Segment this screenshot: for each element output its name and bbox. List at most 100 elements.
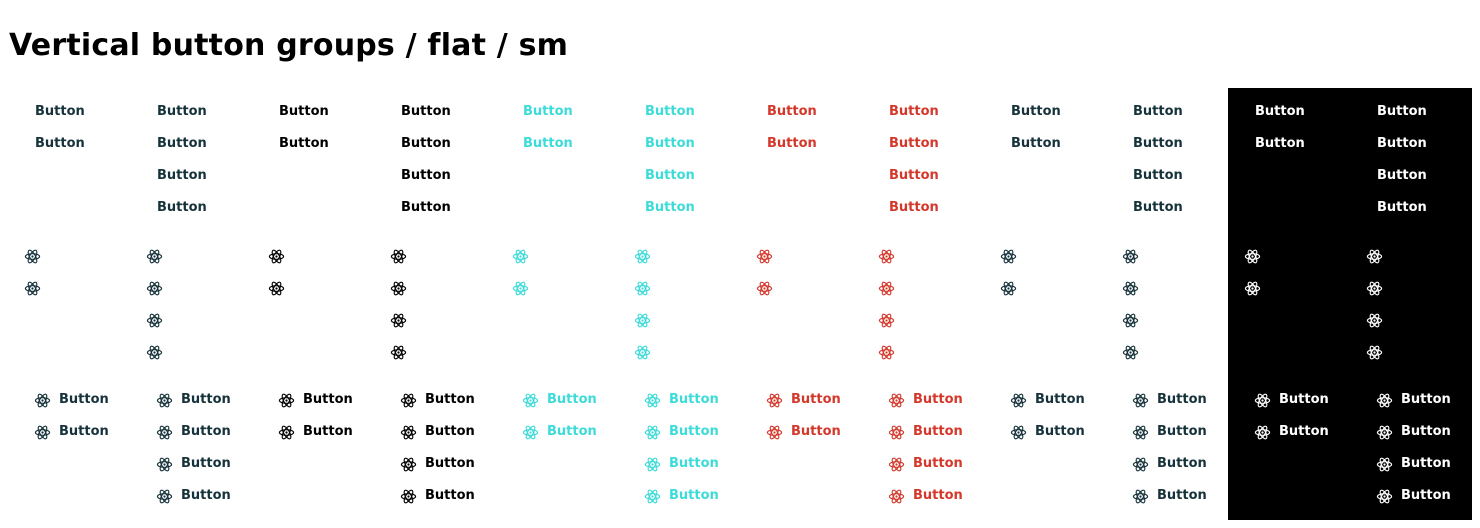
- group-button[interactable]: Button: [1244, 416, 1329, 448]
- group-button[interactable]: Button: [401, 128, 451, 160]
- group-button[interactable]: Button: [1366, 480, 1451, 512]
- group-button[interactable]: [268, 240, 285, 272]
- group-button[interactable]: [756, 240, 773, 272]
- group-button[interactable]: Button: [878, 416, 963, 448]
- group-button[interactable]: Button: [634, 416, 719, 448]
- group-button[interactable]: [878, 272, 895, 304]
- group-button[interactable]: Button: [157, 192, 207, 224]
- group-button[interactable]: Button: [1000, 384, 1085, 416]
- group-button[interactable]: Button: [1377, 128, 1427, 160]
- group-button[interactable]: Button: [1011, 96, 1061, 128]
- group-button[interactable]: Button: [645, 160, 695, 192]
- group-button[interactable]: Button: [878, 448, 963, 480]
- group-button[interactable]: Button: [279, 96, 329, 128]
- group-button[interactable]: [634, 304, 651, 336]
- group-button[interactable]: [1122, 304, 1139, 336]
- group-button[interactable]: Button: [279, 128, 329, 160]
- group-button[interactable]: Button: [157, 160, 207, 192]
- group-button[interactable]: [268, 272, 285, 304]
- group-button[interactable]: [146, 304, 163, 336]
- group-button[interactable]: Button: [401, 96, 451, 128]
- group-button[interactable]: Button: [24, 416, 109, 448]
- group-button[interactable]: Button: [767, 96, 817, 128]
- group-button[interactable]: [512, 240, 529, 272]
- group-button[interactable]: [146, 272, 163, 304]
- group-button[interactable]: Button: [1000, 416, 1085, 448]
- group-button[interactable]: Button: [645, 192, 695, 224]
- group-button[interactable]: Button: [645, 128, 695, 160]
- group-button[interactable]: Button: [889, 128, 939, 160]
- group-button[interactable]: Button: [268, 416, 353, 448]
- group-button[interactable]: Button: [157, 96, 207, 128]
- group-button[interactable]: Button: [512, 416, 597, 448]
- group-button[interactable]: [24, 240, 41, 272]
- group-button[interactable]: [146, 240, 163, 272]
- group-button[interactable]: [1366, 272, 1383, 304]
- group-button[interactable]: Button: [1133, 128, 1183, 160]
- group-button[interactable]: [1366, 304, 1383, 336]
- group-button[interactable]: Button: [390, 416, 475, 448]
- group-button[interactable]: Button: [1244, 384, 1329, 416]
- group-button[interactable]: Button: [390, 384, 475, 416]
- group-button[interactable]: [390, 272, 407, 304]
- group-button[interactable]: Button: [889, 160, 939, 192]
- group-button[interactable]: Button: [523, 96, 573, 128]
- group-button[interactable]: Button: [1122, 480, 1207, 512]
- group-button[interactable]: Button: [1122, 416, 1207, 448]
- group-button[interactable]: Button: [1377, 160, 1427, 192]
- group-button[interactable]: Button: [1122, 384, 1207, 416]
- group-button[interactable]: [512, 272, 529, 304]
- group-button[interactable]: Button: [268, 384, 353, 416]
- group-button[interactable]: [1244, 272, 1261, 304]
- group-button[interactable]: [1366, 240, 1383, 272]
- group-button[interactable]: [1000, 240, 1017, 272]
- group-button[interactable]: Button: [390, 480, 475, 512]
- group-button[interactable]: Button: [146, 416, 231, 448]
- group-button[interactable]: Button: [1377, 96, 1427, 128]
- group-button[interactable]: [390, 240, 407, 272]
- group-button[interactable]: Button: [1133, 96, 1183, 128]
- group-button[interactable]: [24, 272, 41, 304]
- group-button[interactable]: Button: [634, 448, 719, 480]
- group-button[interactable]: Button: [756, 416, 841, 448]
- group-button[interactable]: Button: [767, 128, 817, 160]
- group-button[interactable]: [634, 240, 651, 272]
- group-button[interactable]: Button: [634, 480, 719, 512]
- group-button[interactable]: [756, 272, 773, 304]
- group-button[interactable]: [1244, 240, 1261, 272]
- group-button[interactable]: Button: [1366, 448, 1451, 480]
- group-button[interactable]: Button: [645, 96, 695, 128]
- group-button[interactable]: Button: [157, 128, 207, 160]
- group-button[interactable]: [634, 272, 651, 304]
- group-button[interactable]: Button: [512, 384, 597, 416]
- group-button[interactable]: Button: [146, 384, 231, 416]
- group-button[interactable]: Button: [1366, 384, 1451, 416]
- group-button[interactable]: Button: [889, 96, 939, 128]
- group-button[interactable]: Button: [1122, 448, 1207, 480]
- group-button[interactable]: Button: [1366, 416, 1451, 448]
- group-button[interactable]: Button: [24, 384, 109, 416]
- group-button[interactable]: Button: [146, 480, 231, 512]
- group-button[interactable]: [1366, 336, 1383, 368]
- group-button[interactable]: Button: [401, 160, 451, 192]
- group-button[interactable]: [146, 336, 163, 368]
- group-button[interactable]: [1122, 272, 1139, 304]
- group-button[interactable]: Button: [35, 128, 85, 160]
- group-button[interactable]: Button: [634, 384, 719, 416]
- group-button[interactable]: [1000, 272, 1017, 304]
- group-button[interactable]: [390, 304, 407, 336]
- group-button[interactable]: Button: [146, 448, 231, 480]
- group-button[interactable]: [634, 336, 651, 368]
- group-button[interactable]: Button: [1011, 128, 1061, 160]
- group-button[interactable]: Button: [35, 96, 85, 128]
- group-button[interactable]: [878, 240, 895, 272]
- group-button[interactable]: Button: [878, 480, 963, 512]
- group-button[interactable]: [878, 304, 895, 336]
- group-button[interactable]: Button: [756, 384, 841, 416]
- group-button[interactable]: Button: [1255, 96, 1305, 128]
- group-button[interactable]: [878, 336, 895, 368]
- group-button[interactable]: Button: [1133, 192, 1183, 224]
- group-button[interactable]: Button: [390, 448, 475, 480]
- group-button[interactable]: [1122, 336, 1139, 368]
- group-button[interactable]: Button: [523, 128, 573, 160]
